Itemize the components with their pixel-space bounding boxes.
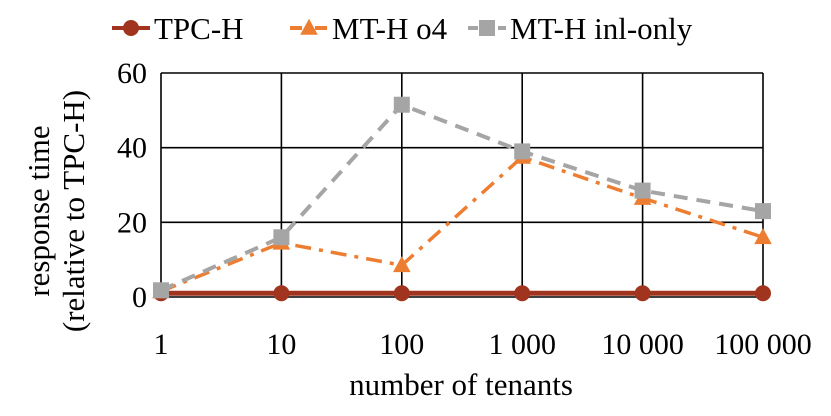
y-tick-label: 60: [117, 57, 147, 90]
series-line: [160, 102, 764, 293]
data-point: [634, 285, 651, 302]
legend-label: MT-H o4: [332, 11, 448, 46]
legend-label: TPC-H: [154, 11, 244, 46]
y-tick-label: 0: [132, 281, 147, 314]
x-tick-label: 1 000: [488, 328, 556, 361]
series-layer: [152, 96, 772, 302]
y-axis-title-line2: (relative to TPC-H): [56, 90, 91, 332]
data-point: [273, 229, 290, 246]
series-line: [160, 155, 764, 294]
x-tick-label: 10: [266, 328, 296, 361]
x-axis-ticks: 1 10 100 1 000 10 000 100 000: [154, 328, 812, 361]
data-point: [755, 203, 771, 220]
x-tick-label: 10 000: [601, 328, 684, 361]
series-2: [153, 96, 771, 299]
data-point: [755, 285, 771, 302]
data-point: [514, 143, 531, 160]
legend-item: MT-H inl-only: [468, 11, 693, 46]
x-tick-label: 100 000: [714, 328, 812, 361]
data-point: [393, 256, 411, 273]
legend-marker: [123, 20, 139, 36]
y-axis-ticks: 0 20 40 60: [117, 57, 147, 314]
legend: TPC-H MT-H o4 MT-H inl-only: [112, 11, 693, 46]
legend-item: MT-H o4: [290, 11, 448, 46]
legend-marker: [479, 20, 495, 36]
legend-item: TPC-H: [112, 11, 244, 46]
series-0: [153, 285, 771, 302]
data-point: [273, 285, 290, 302]
legend-marker: [300, 18, 318, 35]
data-point: [393, 96, 410, 113]
y-tick-label: 40: [117, 132, 147, 165]
x-tick-label: 1: [154, 328, 169, 361]
data-point: [153, 282, 169, 299]
data-point: [514, 285, 531, 302]
data-point: [634, 182, 651, 199]
y-axis-title-line1: response time: [21, 125, 56, 296]
legend-label: MT-H inl-only: [510, 11, 693, 46]
x-axis-title: number of tenants: [349, 367, 573, 402]
y-tick-label: 20: [117, 206, 147, 239]
data-point: [754, 228, 772, 245]
grid-lines: [160, 72, 764, 298]
x-tick-label: 100: [379, 328, 424, 361]
data-point: [393, 285, 410, 302]
